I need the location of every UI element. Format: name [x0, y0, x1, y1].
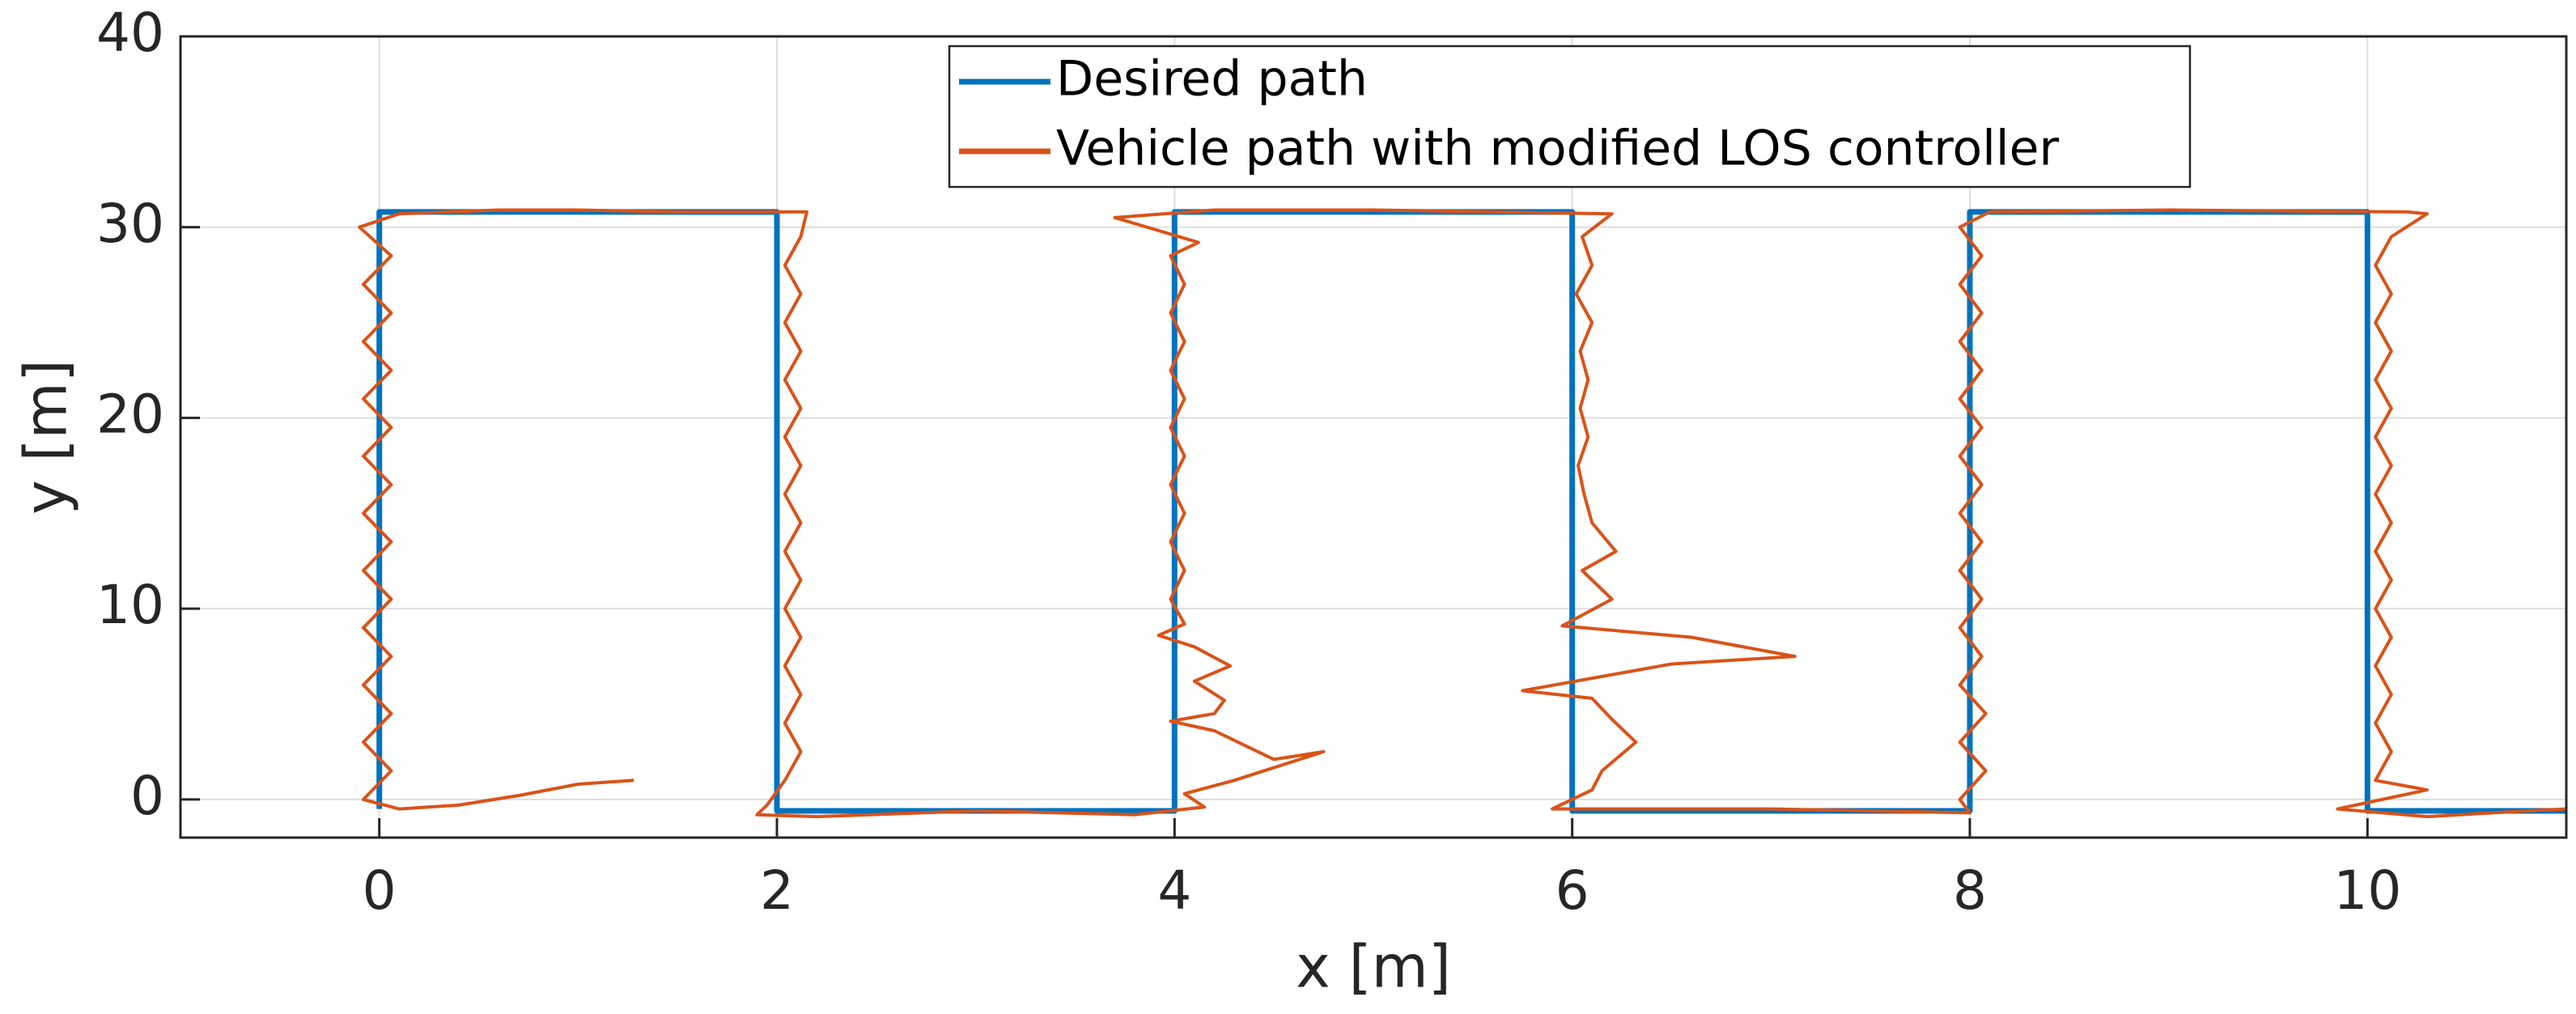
y-axis-label: y [m]	[12, 359, 80, 515]
x-tick-label: 6	[1555, 859, 1589, 922]
y-tick-label: 20	[96, 383, 164, 445]
x-tick-label: 2	[760, 859, 794, 922]
x-tick-label: 8	[1953, 859, 1987, 922]
axes-box	[179, 35, 2568, 839]
legend-label: Vehicle path with modified LOS controlle…	[1056, 121, 2060, 177]
x-axis-label: x [m]	[1296, 933, 1451, 1001]
y-tick-label: 30	[96, 193, 164, 255]
y-tick-label: 0	[130, 765, 164, 827]
x-tick-label: 0	[363, 859, 397, 922]
lines	[358, 208, 2566, 819]
series-line	[358, 208, 2566, 819]
x-tick-label: 4	[1157, 859, 1191, 922]
legend: Desired path Vehicle path with modified L…	[948, 45, 2192, 189]
legend-label: Desired path	[1056, 51, 1368, 108]
ticks: 0 2 4 6 8 10 0 10 20 30 40	[96, 2, 2401, 922]
y-tick-label: 40	[96, 2, 164, 64]
x-tick-label: 10	[2333, 859, 2401, 922]
legend-box	[948, 45, 2192, 189]
y-tick-label: 10	[96, 574, 164, 636]
